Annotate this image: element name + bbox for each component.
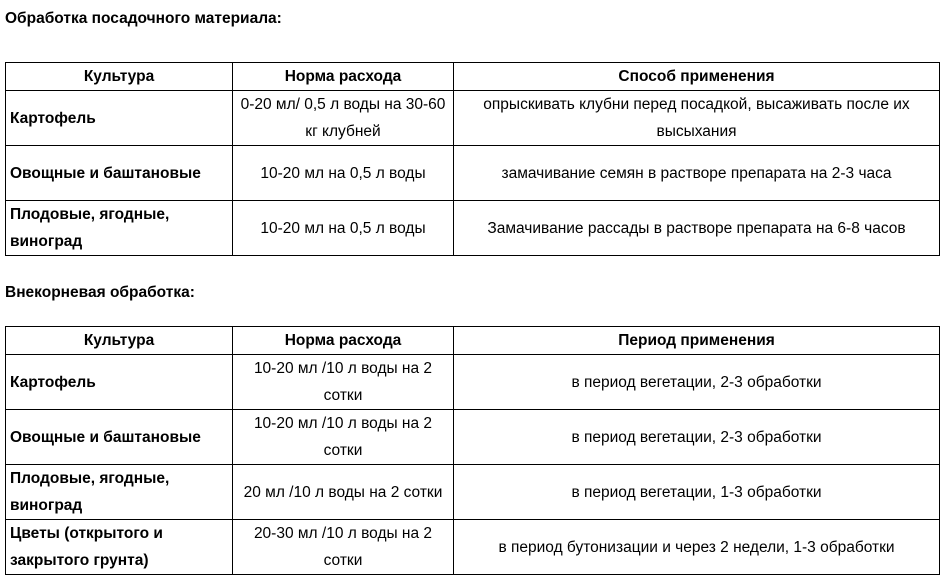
cell-culture: Цветы (открытого и закрытого грунта) [5,519,233,575]
cell-culture: Плодовые, ягодные, виноград [5,200,233,256]
table-row: Плодовые, ягодные, виноград 10-20 мл на 0… [5,200,940,256]
foliar-treatment-table: Культура Норма расхода Период применения Ка… [5,326,940,575]
cell-method: в период вегетации, 2-3 обработки [453,354,940,410]
cell-method: замачивание семян в растворе препарата н… [453,145,940,201]
cell-culture: Овощные и баштановые [5,409,233,465]
cell-rate: 10-20 мл /10 л воды на 2 сотки [232,409,454,465]
table-row: Картофель 0-20 мл/ 0,5 л воды на 30-60 кг… [5,90,940,146]
table-row: Плодовые, ягодные, виноград 20 мл /10 л в… [5,464,940,520]
column-header-method: Способ применения [453,62,940,91]
section-heading-foliar-treatment: Внекорневая обработка: [5,284,195,301]
column-header-culture: Культура [5,326,233,355]
table-header-row: Культура Норма расхода Способ применения [5,62,940,91]
table-row: Цветы (открытого и закрытого грунта) 20-3… [5,519,940,575]
cell-culture: Плодовые, ягодные, виноград [5,464,233,520]
cell-method: в период бутонизации и через 2 недели, 1… [453,519,940,575]
cell-culture: Картофель [5,90,233,146]
seed-treatment-table: Культура Норма расхода Способ применения Ка… [5,62,940,256]
table-row: Овощные и баштановые 10-20 мл /10 л воды … [5,409,940,465]
table-header-row: Культура Норма расхода Период применения [5,326,940,355]
cell-rate: 20-30 мл /10 л воды на 2 сотки [232,519,454,575]
cell-method: Замачивание рассады в растворе препарата… [453,200,940,256]
column-header-rate: Норма расхода [232,62,454,91]
column-header-rate: Норма расхода [232,326,454,355]
cell-rate: 20 мл /10 л воды на 2 сотки [232,464,454,520]
cell-rate: 0-20 мл/ 0,5 л воды на 30-60 кг клубней [232,90,454,146]
cell-culture: Овощные и баштановые [5,145,233,201]
column-header-method: Период применения [453,326,940,355]
table-row: Овощные и баштановые 10-20 мл на 0,5 л во… [5,145,940,201]
cell-rate: 10-20 мл на 0,5 л воды [232,145,454,201]
column-header-culture: Культура [5,62,233,91]
cell-method: в период вегетации, 1-3 обработки [453,464,940,520]
cell-culture: Картофель [5,354,233,410]
cell-method: опрыскивать клубни перед посадкой, высаж… [453,90,940,146]
cell-method: в период вегетации, 2-3 обработки [453,409,940,465]
cell-rate: 10-20 мл на 0,5 л воды [232,200,454,256]
section-heading-seed-treatment: Обработка посадочного материала: [5,10,282,27]
table-row: Картофель 10-20 мл /10 л воды на 2 сотки в… [5,354,940,410]
cell-rate: 10-20 мл /10 л воды на 2 сотки [232,354,454,410]
